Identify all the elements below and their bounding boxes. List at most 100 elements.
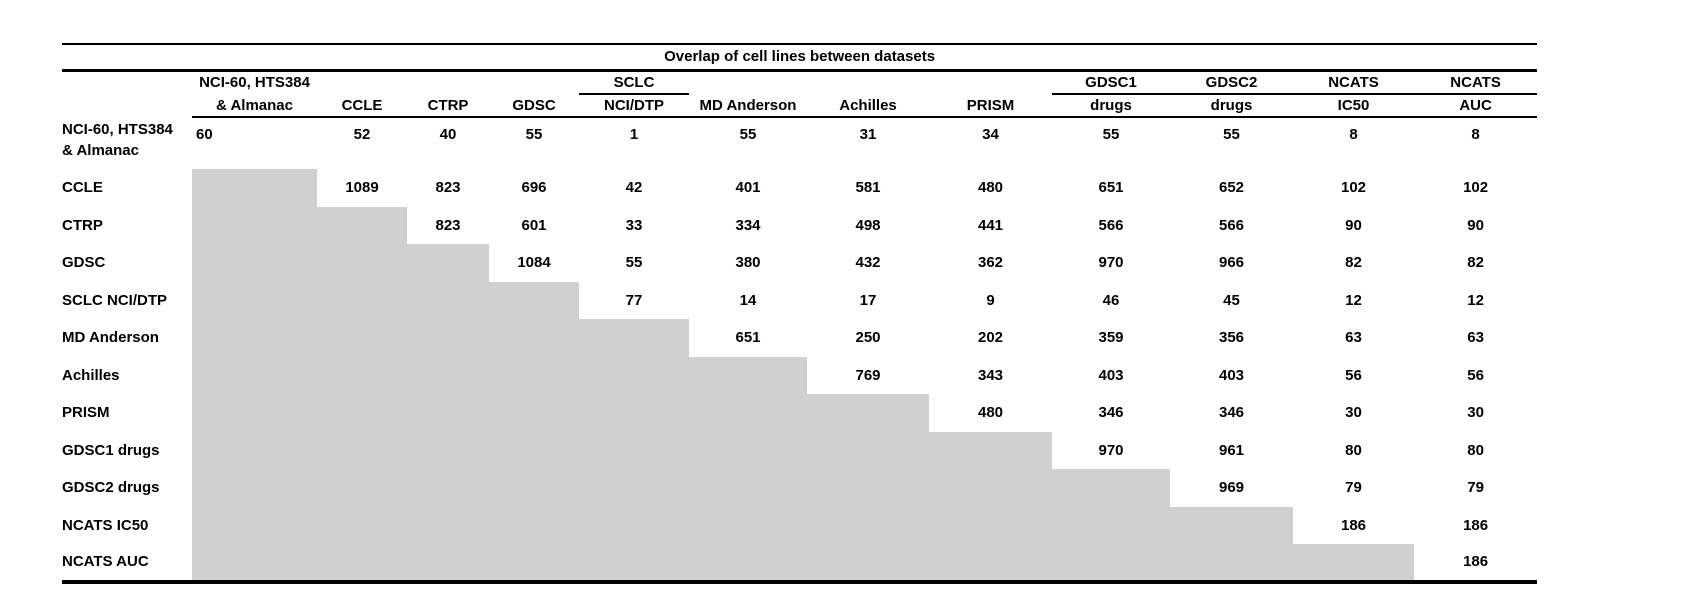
column-header: CCLE	[317, 94, 407, 118]
value-cell: 90	[1467, 216, 1484, 234]
cell-line-overlap-table: Overlap of cell lines between datasets N…	[62, 43, 1538, 584]
shaded-cell	[489, 506, 579, 544]
shaded-cell	[929, 469, 1052, 507]
table-row: GDSC2 drugs 969 79 79	[62, 469, 1537, 507]
column-header-top	[407, 70, 489, 94]
row-label: NCATS IC50	[62, 516, 149, 534]
shaded-cell	[407, 319, 489, 357]
value-cell: 9	[986, 291, 995, 309]
shaded-cell	[1052, 469, 1170, 507]
shaded-cell	[489, 431, 579, 469]
shaded-cell	[1170, 506, 1293, 544]
shaded-cell	[192, 206, 317, 244]
shaded-cell	[317, 206, 407, 244]
shaded-cell	[407, 506, 489, 544]
row-label: Achilles	[62, 366, 120, 384]
row-label: MD Anderson	[62, 329, 159, 347]
header-spacer	[62, 70, 192, 94]
column-header: PRISM	[929, 94, 1052, 118]
shaded-cell	[489, 281, 579, 319]
column-header-top: NCI-60, HTS384	[199, 74, 310, 92]
shaded-cell	[579, 394, 689, 432]
shaded-cell	[317, 394, 407, 432]
value-cell: 346	[1098, 404, 1124, 422]
column-header: IC50	[1293, 94, 1414, 118]
shaded-cell	[407, 469, 489, 507]
column-header: drugs	[1170, 94, 1293, 118]
shaded-cell	[192, 506, 317, 544]
value-cell: 823	[435, 179, 461, 197]
column-header-top: GDSC1	[1052, 70, 1170, 95]
table-row: CCLE 1089 823 696 42 401 581 480 651 652 102 102	[62, 169, 1537, 207]
value-cell: 202	[977, 329, 1004, 347]
column-header: Achilles	[807, 94, 929, 118]
column-header-top: SCLC	[579, 70, 689, 95]
value-cell: 186	[1463, 516, 1489, 534]
value-cell: 79	[1345, 479, 1362, 497]
row-label: NCATS AUC	[62, 544, 192, 584]
value-cell: 55	[525, 126, 543, 143]
value-cell: 401	[735, 179, 761, 197]
shaded-cell	[807, 506, 929, 544]
shaded-cell	[579, 506, 689, 544]
shaded-cell	[579, 319, 689, 357]
shaded-cell	[317, 469, 407, 507]
value-cell: 55	[1102, 126, 1120, 143]
column-header-row-bottom: & Almanac CCLE CTRP GDSC NCI/DTP MD Anderson A…	[62, 94, 1538, 118]
value-cell: 8	[1471, 126, 1480, 143]
value-cell: 498	[855, 216, 881, 234]
shaded-cell	[689, 469, 807, 507]
column-header: drugs	[1052, 94, 1170, 118]
value-cell: 102	[1340, 179, 1367, 197]
shaded-cell	[807, 431, 929, 469]
value-cell: 17	[859, 291, 877, 309]
table-row: NCATS IC50 186 186	[62, 506, 1537, 544]
shaded-cell	[317, 431, 407, 469]
value-cell: 441	[977, 216, 1004, 234]
shaded-cell	[689, 431, 807, 469]
shaded-cell	[317, 319, 407, 357]
column-header-top	[929, 70, 1052, 94]
column-header-top: NCATS	[1293, 70, 1414, 95]
value-cell: 33	[625, 216, 643, 234]
row-label: SCLC NCI/DTP	[62, 291, 167, 309]
row-label: CTRP	[62, 216, 103, 234]
shaded-cell	[192, 169, 317, 207]
value-cell: 186	[1414, 544, 1538, 584]
table-title: Overlap of cell lines between datasets	[62, 43, 1538, 72]
value-cell: 403	[1098, 366, 1124, 384]
value-cell: 343	[977, 366, 1004, 384]
shaded-cell	[1052, 506, 1170, 544]
table-row: Achilles 769 343 403 403 56 56	[62, 356, 1537, 394]
value-cell: 63	[1467, 329, 1484, 347]
value-cell: 362	[977, 254, 1004, 272]
value-cell: 52	[353, 126, 371, 143]
column-header: CTRP	[407, 94, 489, 118]
value-cell: 79	[1467, 479, 1484, 497]
table-row: GDSC 1084 55 380 432 362 970 966 82 82	[62, 244, 1537, 282]
shaded-cell	[192, 244, 317, 282]
column-header: GDSC	[489, 94, 579, 118]
shaded-cell	[489, 394, 579, 432]
value-cell: 42	[625, 179, 643, 197]
value-cell: 769	[855, 366, 881, 384]
value-cell: 12	[1467, 291, 1484, 309]
value-cell: 60	[196, 126, 213, 143]
value-cell: 403	[1218, 366, 1245, 384]
value-cell: 80	[1467, 441, 1484, 459]
value-cell: 82	[1345, 254, 1362, 272]
shaded-cell	[807, 469, 929, 507]
value-cell: 55	[739, 126, 757, 143]
row-label: NCI-60, HTS384 & Almanac	[62, 121, 173, 159]
value-cell: 969	[1218, 479, 1245, 497]
value-cell: 356	[1218, 329, 1245, 347]
column-header-row-top: NCI-60, HTS384 SCLC GDSC1 GDSC2 NCATS NCATS	[62, 70, 1538, 95]
shaded-cell	[317, 506, 407, 544]
row-label: CCLE	[62, 179, 103, 197]
shaded-cell	[489, 469, 579, 507]
value-cell: 30	[1467, 404, 1484, 422]
shaded-cell	[317, 281, 407, 319]
row-label: GDSC1 drugs	[62, 441, 160, 459]
table-row: MD Anderson 651 250 202 359 356 63 63	[62, 319, 1537, 357]
shaded-cell	[192, 394, 317, 432]
